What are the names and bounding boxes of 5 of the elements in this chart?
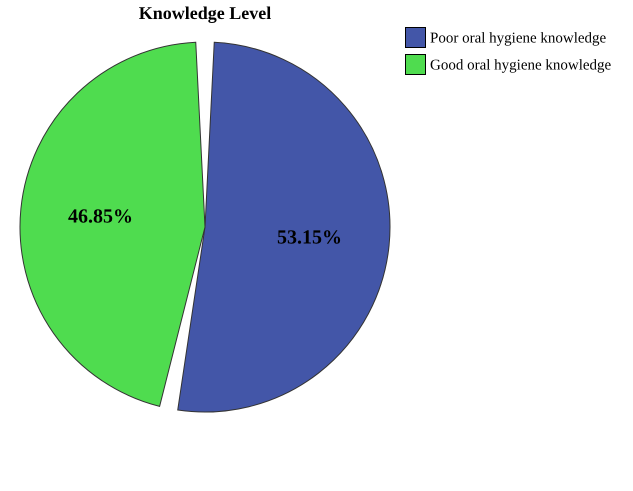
legend-label: Good oral hygiene knowledge: [430, 58, 612, 74]
chart-title: Knowledge Level: [138, 3, 272, 23]
data-label: 46.85%: [68, 206, 134, 228]
data-label: 53.15%: [276, 226, 342, 248]
legend-label: Poor oral hygiene knowledge: [430, 30, 607, 46]
